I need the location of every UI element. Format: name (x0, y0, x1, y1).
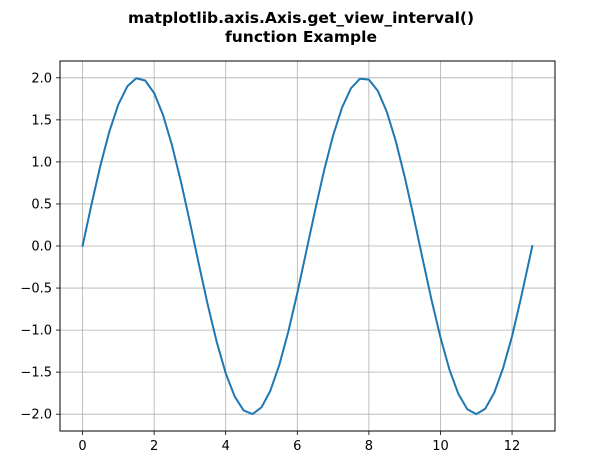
x-tick-label: 4 (222, 439, 230, 454)
y-tick-label: −0.5 (20, 282, 52, 297)
x-tick-label: 2 (150, 439, 158, 454)
y-tick-label: 1.0 (31, 155, 52, 170)
y-tick-label: 1.5 (31, 113, 52, 128)
chart-title-line-1: matplotlib.axis.Axis.get_view_interval() (127, 9, 475, 27)
x-axis-ticks: 0 2 4 6 8 10 12 (78, 431, 520, 454)
series-line-0 (81, 77, 534, 416)
chart-title: matplotlib.axis.Axis.get_view_interval()… (0, 9, 602, 47)
y-tick-label: −2.0 (20, 408, 52, 423)
series-layer (81, 77, 534, 416)
grid-lines (60, 61, 555, 431)
y-tick-label: −1.0 (20, 324, 52, 339)
x-tick-label: 0 (78, 439, 86, 454)
y-tick-label: 0.0 (31, 240, 52, 255)
y-tick-label: −1.5 (20, 366, 52, 381)
x-tick-label: 8 (365, 439, 373, 454)
x-tick-label: 10 (432, 439, 449, 454)
x-tick-label: 6 (293, 439, 301, 454)
chart-title-line-2: function Example (225, 28, 377, 46)
y-tick-label: 0.5 (31, 197, 52, 212)
y-tick-label: 2.0 (31, 71, 52, 86)
y-axis-ticks: 2.0 1.5 1.0 0.5 0.0 −0.5 −1.0 −1.5 −2.0 (20, 71, 60, 423)
x-tick-label: 12 (504, 439, 521, 454)
